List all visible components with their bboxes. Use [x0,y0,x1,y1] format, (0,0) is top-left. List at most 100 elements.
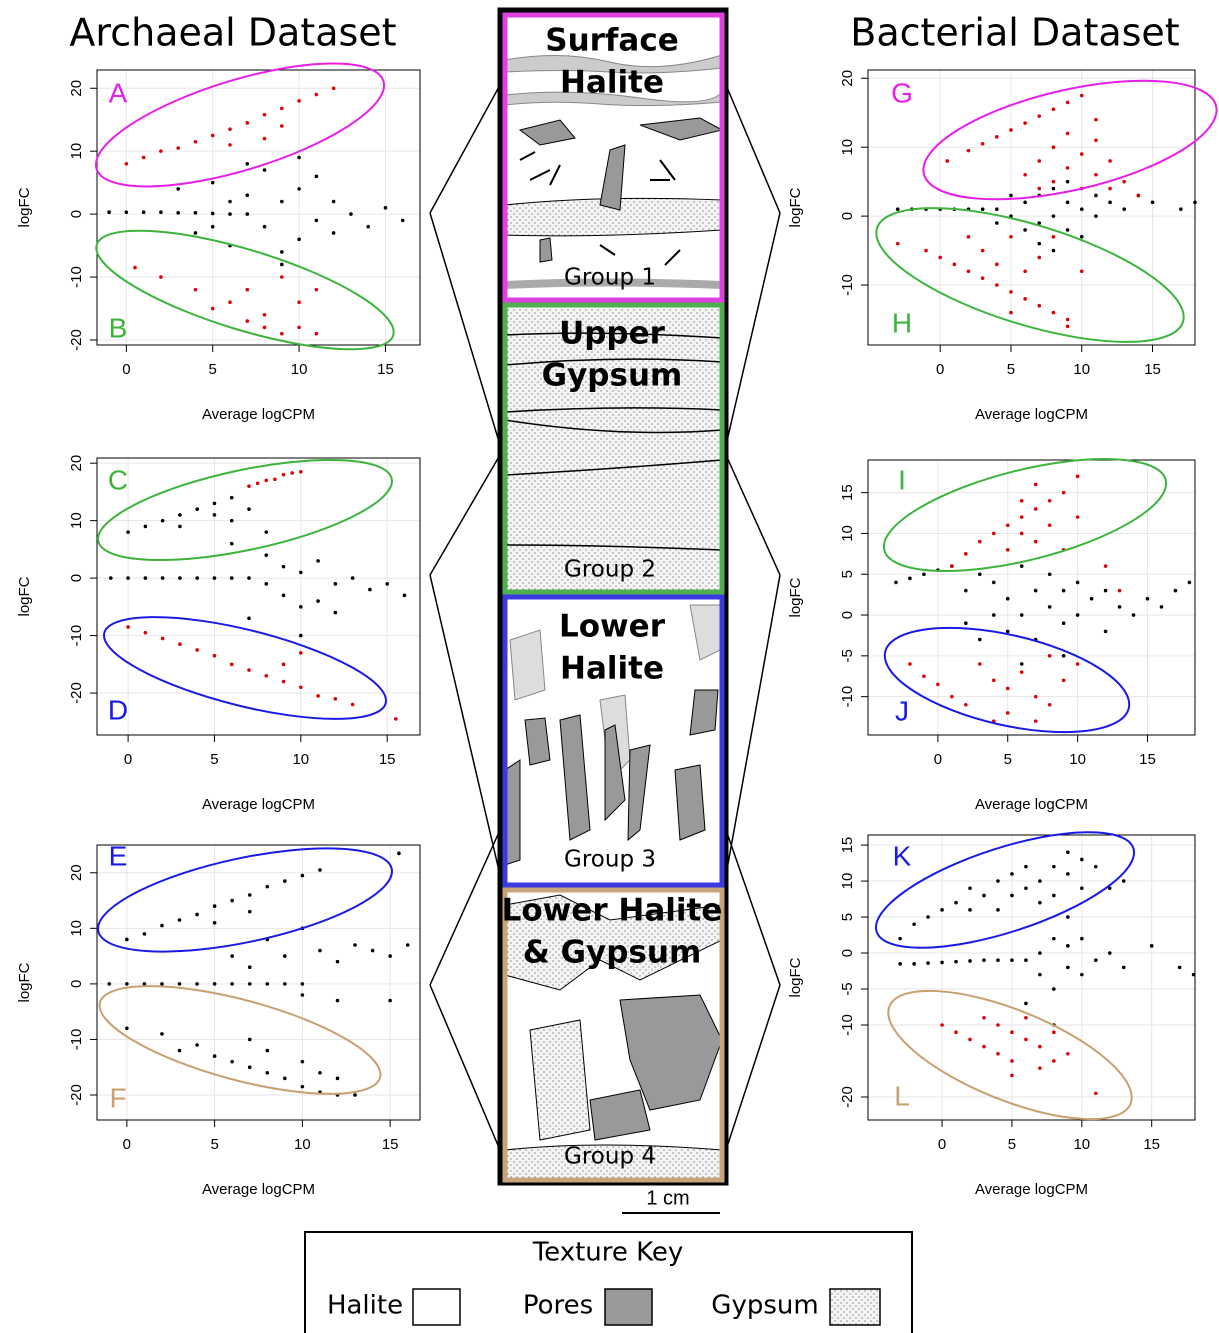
point [977,539,982,544]
panel-letter: L [894,1080,910,1111]
point [1191,972,1196,977]
point [940,960,944,965]
point [212,1054,217,1058]
point [968,908,972,912]
point [178,576,182,580]
point [1066,872,1070,876]
point [1094,117,1098,122]
point [966,148,971,153]
x-tick-label: 15 [377,361,394,378]
point [940,1023,944,1027]
point [1093,1091,1098,1096]
point [1023,172,1027,177]
point [210,306,215,311]
point [314,92,319,97]
point [280,275,284,279]
point [1065,100,1070,105]
point [1047,703,1052,707]
point [176,187,180,191]
point [1051,234,1056,239]
point [318,948,322,953]
point [299,469,303,474]
point [1149,944,1154,948]
y-tick-label: 10 [839,873,856,890]
y-tick-label: -10 [839,274,856,296]
point [126,530,130,534]
y-tick-label: 10 [839,139,856,156]
point [1051,186,1056,191]
point [368,587,372,592]
x-tick-label: 0 [124,751,132,768]
point [1065,228,1070,232]
point [1079,234,1084,239]
point [1033,539,1038,544]
point [1037,114,1042,118]
point [1103,564,1108,568]
texture-key-title: Texture Key [532,1238,684,1268]
point [300,873,305,878]
y-tick-label: -20 [68,1084,85,1106]
point [314,218,319,223]
point [995,221,999,225]
point [996,958,1000,963]
point [316,559,320,563]
point [954,1030,958,1034]
point [1005,629,1010,634]
point [982,893,986,898]
point [247,507,251,511]
x-tick-label: 10 [294,1136,311,1153]
point [262,112,267,117]
point [1024,1037,1028,1042]
point [940,908,944,912]
scale-label: 1 cm [646,1187,689,1209]
point [922,674,926,679]
point [1019,564,1024,568]
point [982,1016,986,1020]
y-tick-label: 20 [68,864,85,881]
point [1065,324,1070,329]
y-axis-label: logFC [16,962,33,1002]
point [280,331,284,336]
point [176,146,180,150]
point [1037,159,1042,163]
point [1005,711,1010,715]
point [1019,515,1024,519]
point [1009,193,1013,198]
point [1023,228,1027,232]
y-tick-label: -20 [68,682,85,704]
y-axis-label: logFC [16,187,33,227]
point [228,143,232,147]
y-tick-label: -10 [68,266,85,288]
key-swatch [412,1288,461,1326]
x-tick-label: 10 [292,751,309,768]
point [1079,93,1084,98]
point [1052,987,1056,991]
point [283,1076,287,1081]
point [124,161,129,166]
point [212,576,217,580]
panel-letter: G [891,77,913,108]
point [350,576,355,580]
x-tick-label: 10 [1073,361,1090,378]
point [1038,972,1042,977]
point [160,982,164,986]
point [280,199,284,204]
point [262,136,267,141]
point [109,576,113,580]
point [281,564,286,569]
point [141,155,146,160]
point [107,210,111,215]
point [299,685,303,690]
y-tick-label: -10 [68,625,85,647]
point [1121,879,1126,883]
x-tick-label: 5 [1007,361,1015,378]
x-tick-label: 0 [934,751,942,768]
point [908,576,912,581]
point [370,948,375,953]
point [383,206,388,210]
point [1065,179,1070,184]
point [1019,499,1024,503]
point [160,518,165,523]
point [1066,965,1070,970]
point [212,513,217,517]
